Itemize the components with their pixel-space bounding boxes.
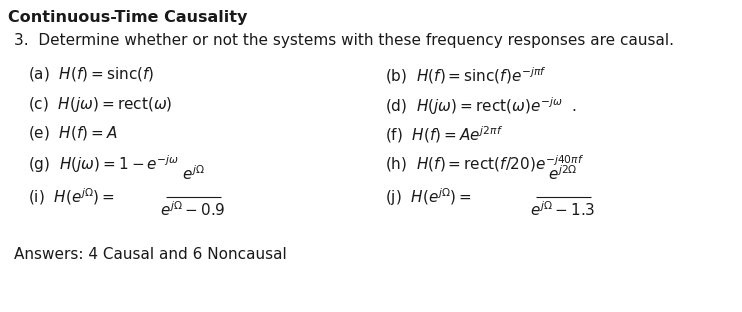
Text: (g)  $H(j\omega) = 1 - e^{-j\omega}$: (g) $H(j\omega) = 1 - e^{-j\omega}$: [28, 153, 180, 175]
Text: Continuous-Time Causality: Continuous-Time Causality: [8, 10, 247, 25]
Text: 3.  Determine whether or not the systems with these frequency responses are caus: 3. Determine whether or not the systems …: [14, 33, 674, 48]
Text: Answers: 4 Causal and 6 Noncausal: Answers: 4 Causal and 6 Noncausal: [14, 247, 286, 262]
Text: (e)  $H(f) = A$: (e) $H(f) = A$: [28, 124, 118, 142]
Text: (h)  $H(f) = \mathrm{rect}(f/20)e^{-j40\pi f}$: (h) $H(f) = \mathrm{rect}(f/20)e^{-j40\p…: [385, 153, 584, 174]
Text: $e^{j\Omega} - 0.9$: $e^{j\Omega} - 0.9$: [160, 200, 226, 219]
Text: $e^{j2\Omega}$: $e^{j2\Omega}$: [548, 164, 578, 183]
Text: $e^{j\Omega}$: $e^{j\Omega}$: [182, 164, 204, 183]
Text: $e^{j\Omega} - 1.3$: $e^{j\Omega} - 1.3$: [531, 200, 596, 219]
Text: (c)  $H(j\omega) = \mathrm{rect}(\omega)$: (c) $H(j\omega) = \mathrm{rect}(\omega)$: [28, 95, 172, 114]
Text: (b)  $H(f) = \mathrm{sinc}(f)e^{-j\pi f}$: (b) $H(f) = \mathrm{sinc}(f)e^{-j\pi f}$: [385, 65, 547, 86]
Text: (d)  $H(j\omega) = \mathrm{rect}(\omega)e^{-j\omega}$  .: (d) $H(j\omega) = \mathrm{rect}(\omega)e…: [385, 95, 577, 117]
Text: (a)  $H(f) = \mathrm{sinc}(f)$: (a) $H(f) = \mathrm{sinc}(f)$: [28, 65, 154, 83]
Text: (f)  $H(f) = Ae^{j2\pi f}$: (f) $H(f) = Ae^{j2\pi f}$: [385, 124, 503, 145]
Text: (i)  $H(e^{j\Omega}) =$: (i) $H(e^{j\Omega}) =$: [28, 187, 115, 207]
Text: (j)  $H(e^{j\Omega}) =$: (j) $H(e^{j\Omega}) =$: [385, 186, 472, 208]
